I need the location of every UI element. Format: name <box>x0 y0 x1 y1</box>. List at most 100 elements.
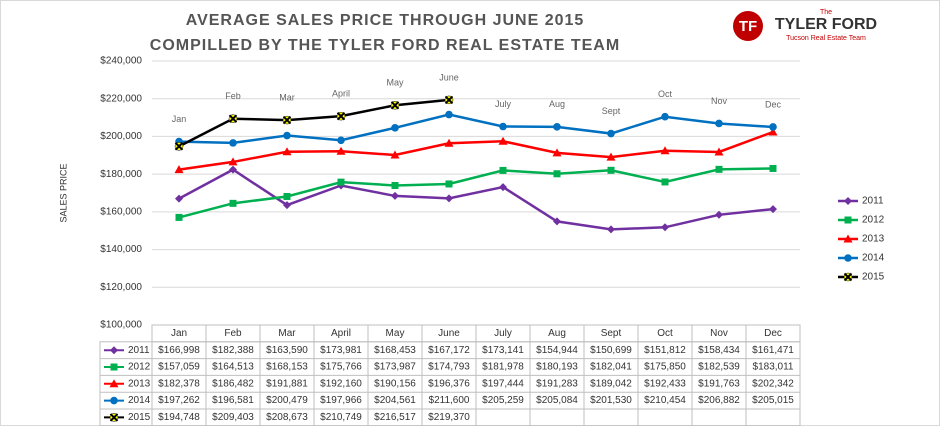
marker <box>499 122 507 131</box>
marker <box>660 146 670 155</box>
marker <box>715 165 723 173</box>
table-cell: $175,766 <box>320 362 362 373</box>
marker <box>553 217 561 226</box>
table-cell: $164,513 <box>212 362 254 373</box>
marker <box>499 183 507 192</box>
y-tick-label: $220,000 <box>100 93 142 104</box>
table-cell: $166,998 <box>158 345 200 356</box>
legend-label: 2012 <box>862 215 885 226</box>
marker <box>715 210 723 219</box>
table-cell: $197,444 <box>482 378 524 389</box>
marker <box>769 164 777 172</box>
y-tick-label: $200,000 <box>100 131 142 142</box>
month-annotation: Feb <box>225 91 241 101</box>
marker <box>607 225 615 234</box>
table-header: Mar <box>278 328 296 339</box>
table-row-label: 2011 <box>128 345 150 356</box>
marker <box>661 178 669 186</box>
logo-icon <box>733 11 763 41</box>
table-header: Dec <box>764 328 782 339</box>
logo-tagline: Tucson Real Estate Team <box>786 35 866 42</box>
marker <box>175 213 183 221</box>
table-cell: $211,600 <box>429 395 470 406</box>
table-cell: $173,987 <box>374 362 416 373</box>
table-cell: $205,259 <box>482 395 524 406</box>
marker <box>110 396 118 405</box>
marker <box>553 123 561 131</box>
marker <box>283 201 291 210</box>
table-cell: $173,981 <box>320 345 362 356</box>
table-header: July <box>494 328 512 339</box>
marker <box>337 178 345 186</box>
y-tick-label: $100,000 <box>100 320 142 331</box>
month-annotation: April <box>332 89 350 99</box>
table-cell: $174,793 <box>428 362 470 373</box>
marker <box>498 136 508 145</box>
marker <box>109 413 119 422</box>
table-row-label: 2013 <box>128 378 151 389</box>
marker <box>229 199 237 207</box>
table-row-label: 2015 <box>128 412 151 423</box>
y-tick-label: $140,000 <box>100 244 142 255</box>
table-cell: $204,561 <box>374 395 416 406</box>
table-cell: $192,160 <box>320 378 362 389</box>
marker <box>606 152 616 161</box>
table-header: Feb <box>224 328 242 339</box>
marker <box>174 142 184 151</box>
marker <box>229 139 237 147</box>
table-cell: $189,042 <box>590 378 632 389</box>
marker <box>110 363 118 371</box>
marker <box>282 115 292 125</box>
series-line <box>178 130 774 171</box>
y-tick-label: $120,000 <box>100 282 142 293</box>
marker <box>174 165 184 174</box>
data-table: Jan Feb Mar April May June July Aug Sept Oct Nov De… <box>99 324 801 426</box>
table-cell: $167,172 <box>428 345 470 356</box>
series-line <box>178 168 774 231</box>
y-tick-label: $160,000 <box>100 206 142 217</box>
table-cell: $202,342 <box>752 378 794 389</box>
chart-subtitle: COMPILLED BY THE TYLER FORD REAL ESTATE … <box>150 37 620 54</box>
logo-name: TYLER FORD <box>775 16 877 33</box>
table-cell: $180,193 <box>536 362 578 373</box>
marker <box>110 346 118 355</box>
table-cell: $186,482 <box>212 378 254 389</box>
table-cell: $197,966 <box>320 395 362 406</box>
marker <box>228 157 238 166</box>
marker <box>607 166 615 174</box>
marker <box>444 138 454 147</box>
table-cell: $163,590 <box>266 345 308 356</box>
table-cell: $181,978 <box>482 362 524 373</box>
table-cell: $191,881 <box>266 378 308 389</box>
legend-label: 2013 <box>862 234 885 245</box>
marker <box>229 165 237 174</box>
marker <box>769 205 777 214</box>
table-row-label: 2012 <box>128 362 151 373</box>
marker <box>661 112 669 121</box>
month-annotation: July <box>495 99 512 109</box>
table-cell: $157,059 <box>158 362 200 373</box>
marker <box>282 147 292 156</box>
month-annotation: Jan <box>172 114 187 124</box>
table-cell: $205,084 <box>536 395 578 406</box>
table-header: Oct <box>657 328 673 339</box>
marker <box>445 180 453 188</box>
y-axis-label: SALES PRICE <box>58 163 68 222</box>
table-cell: $208,673 <box>266 412 308 423</box>
marker <box>390 101 400 110</box>
table-cell: $205,015 <box>752 395 794 406</box>
table-cell: $209,403 <box>212 412 254 423</box>
table-cell: $182,378 <box>158 378 200 389</box>
series-line <box>178 113 774 145</box>
table-cell: $201,530 <box>590 395 632 406</box>
marker <box>391 181 399 189</box>
table-cell: $210,454 <box>644 395 686 406</box>
y-tick-label: $180,000 <box>100 169 142 180</box>
table-cell: $194,748 <box>158 412 200 423</box>
marker <box>336 111 346 121</box>
marker <box>769 123 777 131</box>
month-annotation: Sept <box>602 106 621 116</box>
legend-label: 2011 <box>862 196 884 207</box>
month-annotation: Nov <box>711 96 728 106</box>
